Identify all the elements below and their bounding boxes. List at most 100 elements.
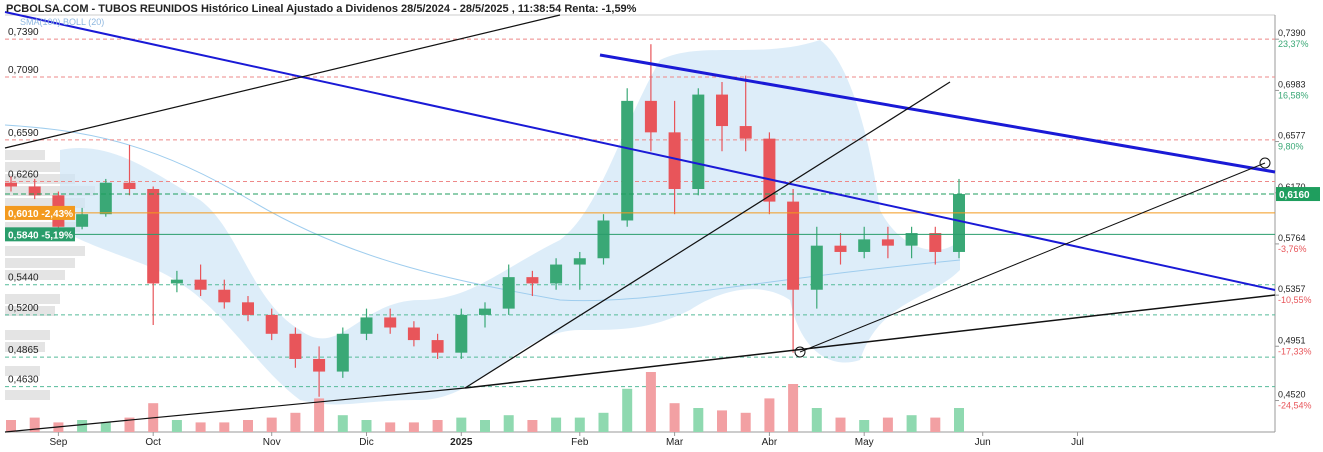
volume-bar — [408, 422, 419, 432]
y2-tick-label: 0,4951 — [1278, 335, 1306, 345]
candle-body — [621, 100, 634, 221]
volume-bar — [337, 415, 348, 432]
candle-body — [573, 258, 586, 265]
candle-body — [953, 194, 965, 252]
indicator-legend: SMA(100) BOLL (20) — [20, 17, 104, 27]
volume-bar — [574, 417, 585, 432]
y2-change-label: 9,80% — [1278, 142, 1304, 152]
candle-body — [170, 279, 183, 284]
y-tick-label: 0,6260 — [8, 169, 39, 180]
volume-bar — [740, 412, 751, 432]
candle-body — [265, 314, 278, 334]
candle-body — [716, 94, 728, 127]
candle-body — [502, 277, 515, 309]
marks: 0,6160 0,6010 -2,43% 0,5840 -5,19% — [5, 44, 1320, 432]
candle-body — [384, 317, 397, 328]
y-tick-label: 0,5200 — [8, 303, 39, 314]
candle-body — [360, 317, 373, 334]
volume-bar — [811, 408, 822, 432]
volume-bar — [503, 415, 514, 432]
x-tick-label: May — [855, 437, 874, 448]
candle-body — [834, 245, 847, 252]
volume-bar — [764, 398, 775, 432]
candle-body — [407, 327, 420, 341]
volume-bar — [29, 417, 40, 432]
volume-bar — [385, 422, 396, 432]
y2-tick-label: 0,6983 — [1278, 79, 1306, 89]
volume-profile — [5, 150, 95, 400]
candle-body — [668, 132, 681, 190]
candle-body — [858, 239, 871, 252]
candle-body — [810, 245, 823, 290]
y-tick-label: 0,7090 — [8, 65, 39, 76]
volume-bar — [100, 422, 111, 432]
y2-tick-label: 0,4520 — [1278, 390, 1306, 400]
volume-bar — [243, 420, 253, 432]
y2-tick-label: 0,6170 — [1278, 182, 1306, 192]
volume-bar — [598, 412, 609, 432]
volume-bar — [290, 412, 301, 432]
candle-body — [455, 314, 468, 353]
volume-bar — [693, 408, 704, 432]
candle-body — [881, 239, 894, 246]
volume-bar — [906, 415, 917, 432]
volume-bar — [456, 417, 467, 432]
price-tag-label: 0,6010 -2,43% — [8, 209, 73, 220]
candle-body — [242, 302, 254, 315]
candle-body — [194, 279, 207, 290]
price-tag-label: 0,6160 — [1279, 190, 1310, 201]
volume-bar — [6, 420, 16, 432]
price-tag-box — [1276, 187, 1320, 202]
candle-body — [692, 94, 705, 190]
x-tick-label: Jun — [975, 437, 991, 448]
candle-body — [289, 333, 302, 359]
trend-lines — [4, 11, 1276, 433]
volume-bar — [788, 384, 799, 432]
candle-body — [76, 214, 89, 227]
candle-body — [123, 182, 136, 190]
volume-bar — [954, 408, 964, 432]
x-tick-label: 2025 — [450, 437, 473, 448]
y2-tick-label: 0,7390 — [1278, 28, 1306, 38]
y2-tick-label: 0,5357 — [1278, 284, 1306, 294]
candle-body — [550, 264, 563, 284]
y2-tick-label: 0,6577 — [1278, 131, 1306, 141]
volume-bar — [432, 420, 443, 432]
x-tick-label: Jul — [1071, 437, 1084, 448]
candle-body — [479, 308, 491, 315]
volume-bar — [645, 372, 656, 432]
volume-bar — [622, 388, 633, 432]
y2-tick-label: 0,5764 — [1278, 233, 1306, 243]
candle-body — [929, 233, 942, 252]
candle-body — [28, 186, 41, 196]
x-tick-label: Dic — [359, 437, 373, 448]
price-tag-label: 0,5840 -5,19% — [8, 230, 73, 241]
sma-line — [4, 124, 961, 302]
volume-bar — [195, 422, 206, 432]
y2-change-label: -3,76% — [1278, 244, 1307, 254]
volume-bar — [124, 417, 135, 432]
volume-bar — [835, 417, 846, 432]
candle-body — [5, 182, 17, 187]
y2-change-label: 23,37% — [1278, 39, 1309, 49]
volume-bar — [171, 420, 182, 432]
volume-bar — [930, 417, 941, 432]
candle-body — [147, 189, 160, 284]
y-tick-label: 0,4865 — [8, 345, 39, 356]
volume-bar — [480, 420, 490, 432]
y2-change-label: -24,54% — [1278, 401, 1312, 411]
volume-bar — [669, 403, 680, 432]
candle-body — [644, 100, 657, 133]
candle-body — [739, 126, 752, 139]
x-tick-label: Feb — [571, 437, 589, 448]
candle-body — [431, 340, 444, 353]
candle-body — [526, 277, 539, 284]
y-tick-label: 0,7390 — [8, 27, 39, 38]
volume-bar — [314, 398, 325, 432]
volume-bar — [717, 410, 727, 432]
candle-body — [763, 138, 776, 202]
y-tick-label: 0,6590 — [8, 128, 39, 139]
candle-body — [336, 333, 349, 372]
